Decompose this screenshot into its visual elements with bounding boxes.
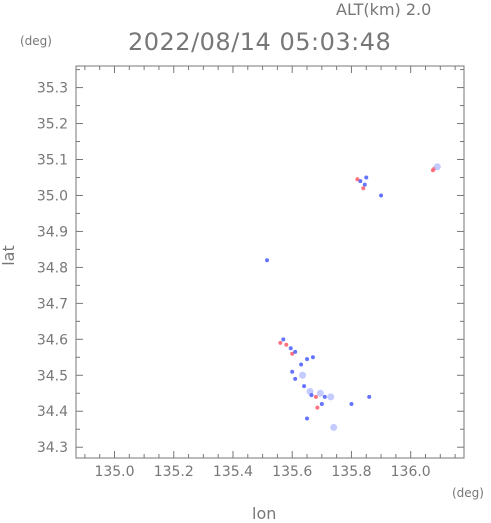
x-tick-label: 135.0 xyxy=(94,464,134,480)
echo-point xyxy=(281,337,286,342)
y-tick-label: 34.4 xyxy=(37,404,68,420)
echo-point xyxy=(302,384,307,389)
echo-point xyxy=(313,394,318,399)
echo-point xyxy=(367,394,372,399)
y-axis-unit: (deg) xyxy=(20,34,52,48)
y-tick-label: 35.0 xyxy=(37,188,68,204)
echo-point xyxy=(433,163,441,171)
echo-point xyxy=(430,168,435,173)
x-tick-label: 135.6 xyxy=(272,464,312,480)
echo-point xyxy=(305,357,310,362)
altitude-label: ALT(km) 2.0 xyxy=(336,0,432,19)
echo-point xyxy=(310,355,315,360)
echo-point xyxy=(299,362,304,367)
echo-point xyxy=(355,177,360,182)
x-tick-label: 135.8 xyxy=(331,464,371,480)
datetime-title: 2022/08/14 05:03:48 xyxy=(128,28,392,56)
echo-point xyxy=(290,351,295,356)
echo-point xyxy=(364,175,369,180)
y-tick-label: 34.7 xyxy=(37,296,68,312)
echo-point xyxy=(284,342,289,347)
y-tick-label: 34.3 xyxy=(37,440,68,456)
echo-point xyxy=(299,371,307,379)
echo-point xyxy=(362,182,367,187)
echo-point xyxy=(327,393,335,401)
echo-point xyxy=(309,393,314,398)
echo-point xyxy=(315,405,320,410)
y-tick-label: 34.9 xyxy=(37,224,68,240)
echo-point xyxy=(265,258,270,263)
echo-points xyxy=(265,163,441,431)
echo-point xyxy=(330,423,338,431)
echo-point xyxy=(379,193,384,198)
y-tick-label: 35.3 xyxy=(37,81,68,97)
echo-point xyxy=(293,376,298,381)
x-axis-unit: (deg) xyxy=(452,486,484,500)
y-tick-label: 34.5 xyxy=(37,368,68,384)
echo-point xyxy=(322,394,327,399)
x-axis-label: lon xyxy=(252,504,277,523)
y-tick-label: 35.1 xyxy=(37,153,68,169)
x-tick-label: 136.0 xyxy=(391,464,431,480)
y-tick-label: 35.2 xyxy=(37,117,68,133)
axis-ticks: 135.0 135.2 135.4 135.6 135.8 136.0 34.3 34.4 34… xyxy=(37,66,464,480)
x-tick-label: 135.4 xyxy=(213,464,253,480)
echo-point xyxy=(305,416,310,421)
echo-point xyxy=(361,186,366,191)
echo-point xyxy=(288,346,293,351)
echo-point xyxy=(290,369,295,374)
echo-point xyxy=(278,340,283,345)
echo-point xyxy=(293,349,298,354)
plot-frame xyxy=(75,65,465,459)
echo-point xyxy=(316,389,324,397)
y-tick-label: 34.6 xyxy=(37,332,68,348)
y-tick-label: 34.8 xyxy=(37,260,68,276)
echo-point xyxy=(358,179,363,184)
echo-point xyxy=(319,402,324,407)
x-tick-label: 135.2 xyxy=(154,464,194,480)
echo-point xyxy=(349,402,354,407)
